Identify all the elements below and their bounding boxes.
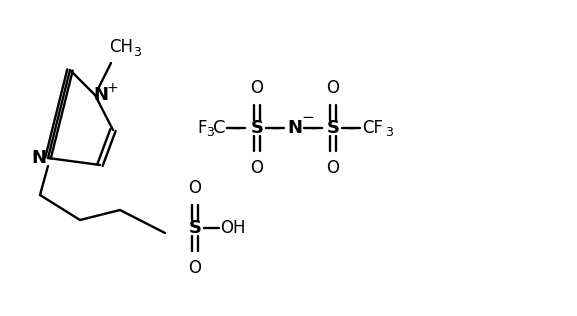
Text: CH: CH: [109, 38, 133, 56]
Text: O: O: [189, 259, 201, 277]
Text: N: N: [93, 86, 108, 104]
Text: S: S: [250, 119, 264, 137]
Text: S: S: [189, 219, 201, 237]
Text: −: −: [302, 111, 314, 125]
Text: N: N: [32, 149, 47, 167]
Text: O: O: [327, 159, 339, 177]
Text: 3: 3: [385, 126, 393, 139]
Text: C: C: [213, 119, 225, 137]
Text: CF: CF: [362, 119, 384, 137]
Text: O: O: [250, 159, 264, 177]
Text: O: O: [327, 79, 339, 97]
Text: 3: 3: [206, 126, 214, 139]
Text: +: +: [106, 81, 118, 95]
Text: –: –: [347, 120, 355, 136]
Text: OH: OH: [220, 219, 246, 237]
Text: –: –: [309, 120, 317, 136]
Text: –: –: [271, 120, 279, 136]
Text: F: F: [197, 119, 207, 137]
Text: O: O: [250, 79, 264, 97]
Text: N: N: [287, 119, 302, 137]
Text: 3: 3: [133, 46, 141, 58]
Text: –: –: [232, 120, 240, 136]
Text: O: O: [189, 179, 201, 197]
Text: S: S: [327, 119, 339, 137]
